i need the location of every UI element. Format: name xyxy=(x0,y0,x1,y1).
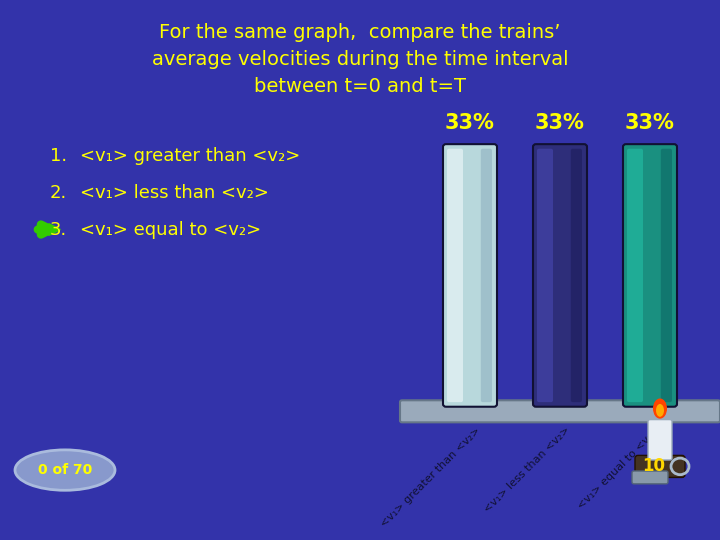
FancyArrowPatch shape xyxy=(37,225,51,234)
Ellipse shape xyxy=(653,399,667,418)
Text: For the same graph,  compare the trains’
average velocities during the time inte: For the same graph, compare the trains’ … xyxy=(152,23,568,97)
FancyBboxPatch shape xyxy=(443,144,497,407)
FancyBboxPatch shape xyxy=(632,471,668,484)
FancyBboxPatch shape xyxy=(481,148,492,402)
FancyBboxPatch shape xyxy=(648,420,672,460)
FancyBboxPatch shape xyxy=(635,455,685,477)
FancyBboxPatch shape xyxy=(627,148,643,402)
Text: <v₁> greater than <v₂>: <v₁> greater than <v₂> xyxy=(379,425,482,529)
FancyBboxPatch shape xyxy=(447,148,463,402)
Text: <v₁> equal to <v₂>: <v₁> equal to <v₂> xyxy=(80,220,261,239)
Text: <v₁> less than <v₂>: <v₁> less than <v₂> xyxy=(80,184,269,202)
Text: 33%: 33% xyxy=(625,113,675,133)
FancyBboxPatch shape xyxy=(533,144,587,407)
Ellipse shape xyxy=(15,450,115,490)
FancyBboxPatch shape xyxy=(537,148,553,402)
Text: <v₁> equal to <v₂>: <v₁> equal to <v₂> xyxy=(576,425,662,511)
Text: 33%: 33% xyxy=(445,113,495,133)
FancyBboxPatch shape xyxy=(623,144,677,407)
FancyArrowPatch shape xyxy=(37,225,59,234)
FancyBboxPatch shape xyxy=(661,148,672,402)
Text: 33%: 33% xyxy=(535,113,585,133)
Text: 2.: 2. xyxy=(50,184,67,202)
Text: <v₁> less than <v₂>: <v₁> less than <v₂> xyxy=(482,425,572,515)
Text: 10: 10 xyxy=(642,457,665,475)
FancyBboxPatch shape xyxy=(400,400,720,422)
Text: 0 of 70: 0 of 70 xyxy=(38,463,92,477)
Text: <v₁> greater than <v₂>: <v₁> greater than <v₂> xyxy=(80,147,300,165)
Text: 3.: 3. xyxy=(50,220,67,239)
Text: 1.: 1. xyxy=(50,147,67,165)
FancyBboxPatch shape xyxy=(571,148,582,402)
Ellipse shape xyxy=(656,404,664,417)
